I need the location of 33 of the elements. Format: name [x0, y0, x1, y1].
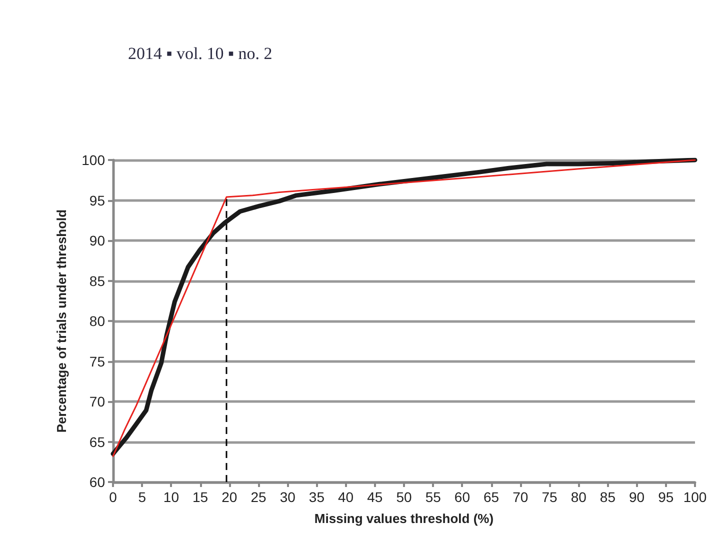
x-tick-label: 10 — [163, 489, 180, 505]
x-tick-label: 80 — [570, 489, 587, 505]
y-tick-label: 65 — [89, 434, 106, 450]
y-axis-title: Percentage of trials under threshold — [54, 209, 69, 433]
text: 2014 ▪ vol. 10 ▪ no. 2 — [128, 44, 272, 63]
y-tick-label: 70 — [89, 394, 106, 410]
y-tick-label: 80 — [89, 313, 106, 329]
y-tick-label: 85 — [89, 272, 106, 289]
x-axis-title: Missing values threshold (%) — [314, 511, 494, 526]
y-tick-label: 95 — [89, 192, 106, 208]
x-tick-label: 60 — [454, 489, 470, 505]
x-tick-label: 5 — [138, 489, 146, 505]
x-tick-label: 30 — [280, 489, 296, 505]
x-tick-label: 55 — [425, 489, 442, 505]
x-tick-label: 90 — [629, 489, 645, 505]
x-tick-label: 0 — [109, 489, 118, 505]
x-tick-label: 45 — [367, 489, 383, 505]
y-tick-label: 75 — [89, 353, 106, 370]
x-tick-label: 20 — [222, 489, 238, 505]
x-tick-label: 70 — [512, 489, 528, 505]
x-tick-label: 50 — [396, 489, 412, 505]
x-tick-label: 15 — [192, 489, 208, 505]
x-tick-label: 75 — [542, 489, 558, 505]
y-tick-label: 60 — [89, 474, 106, 490]
x-tick-label: 100 — [683, 489, 707, 505]
x-tick-label: 95 — [658, 489, 674, 505]
y-tick-label: 100 — [82, 152, 106, 168]
x-tick-label: 40 — [338, 489, 354, 505]
x-tick-label: 85 — [600, 489, 616, 505]
x-tick-label: 25 — [250, 489, 266, 505]
y-tick-label: 90 — [89, 232, 106, 248]
x-tick-label: 35 — [308, 489, 325, 505]
x-tick-label: 65 — [484, 489, 500, 505]
